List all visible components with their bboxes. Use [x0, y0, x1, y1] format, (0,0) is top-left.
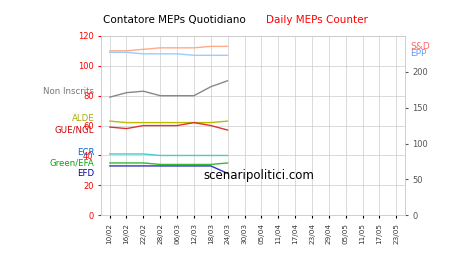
Text: EPP: EPP [409, 49, 426, 58]
Text: Contatore MEPs Quotidiano: Contatore MEPs Quotidiano [103, 15, 246, 25]
Text: GUE/NGL: GUE/NGL [55, 126, 94, 135]
Text: Daily MEPs Counter: Daily MEPs Counter [266, 15, 368, 25]
Text: Non Inscrits: Non Inscrits [43, 87, 94, 96]
Text: Green/EFA: Green/EFA [50, 158, 94, 168]
Text: ECR: ECR [77, 148, 94, 157]
Text: EFD: EFD [77, 169, 94, 178]
Text: scenaripolitici.com: scenaripolitici.com [203, 169, 314, 182]
Text: ALDE: ALDE [72, 114, 94, 123]
Text: S&D: S&D [409, 42, 429, 51]
